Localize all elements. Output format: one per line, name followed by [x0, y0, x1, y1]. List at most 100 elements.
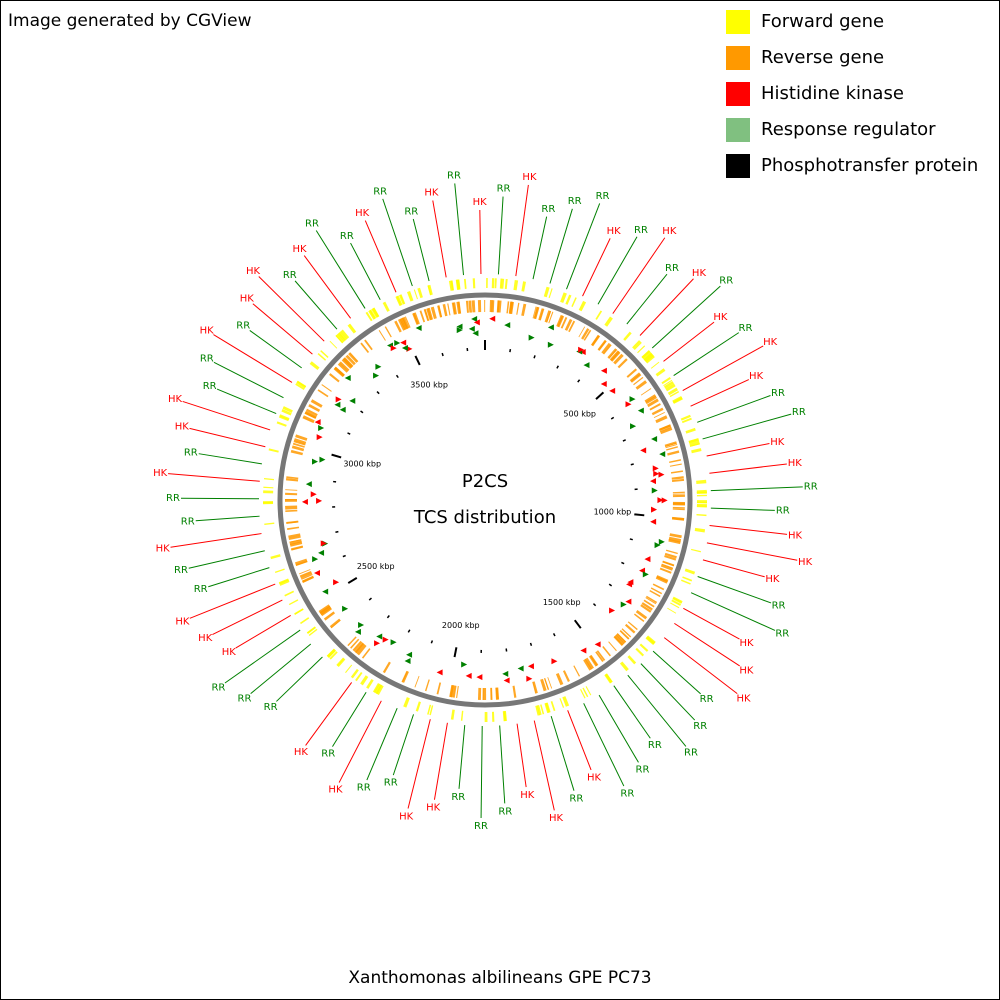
gene [295, 383, 305, 390]
feature-labels: RR RR RR HK HK HK RR RR HK RR RR HK RR HK HK RR RR HK RR HK… [153, 170, 818, 831]
feature-label: HK [328, 785, 343, 796]
gene [365, 311, 373, 322]
gene [680, 579, 691, 585]
tcs-marker [312, 556, 319, 563]
gene [472, 278, 476, 289]
gene [655, 368, 666, 377]
tick-mark [592, 603, 597, 607]
gene [338, 331, 348, 341]
gene [477, 300, 482, 313]
feature-label: RR [665, 263, 679, 274]
gene [603, 344, 612, 355]
gene [668, 539, 681, 545]
gene [663, 379, 673, 387]
leader-line [189, 583, 276, 619]
gene [671, 599, 682, 606]
tick-mark [414, 355, 421, 366]
feature-label: HK [426, 803, 441, 814]
gene [671, 478, 685, 482]
gene [672, 502, 685, 505]
gene [647, 398, 659, 408]
gene [296, 380, 307, 389]
gene [289, 541, 303, 547]
gene [667, 607, 677, 614]
gene [294, 558, 308, 565]
gene [635, 380, 648, 390]
tcs-marker [390, 345, 397, 352]
gene [329, 373, 340, 383]
gene [414, 675, 420, 688]
gene [318, 604, 330, 613]
gene [291, 445, 305, 452]
tcs-marker [642, 571, 649, 578]
gene [582, 687, 589, 698]
gene [608, 641, 617, 652]
tick-mark [608, 583, 613, 587]
gene [571, 297, 577, 307]
leader-line [294, 280, 338, 330]
gene [580, 688, 586, 699]
gene [589, 654, 599, 666]
gene [287, 526, 300, 530]
gene [330, 619, 341, 629]
leader-line [582, 238, 611, 297]
gene [349, 323, 357, 333]
gene [669, 463, 682, 467]
leader-line [583, 703, 625, 787]
feature-label: RR [648, 740, 662, 751]
legend-swatch [726, 46, 750, 70]
gene [350, 638, 360, 649]
gene [337, 362, 349, 373]
gene [509, 301, 514, 314]
gene [450, 709, 455, 720]
tcs-marker [320, 540, 327, 547]
gene [437, 305, 443, 318]
tcs-marker [436, 669, 443, 676]
tcs-marker [600, 367, 607, 374]
gene [672, 396, 683, 404]
gene [360, 675, 369, 686]
feature-label: HK [168, 394, 183, 405]
tcs-marker [335, 396, 342, 403]
gene [378, 330, 386, 341]
gene [299, 569, 311, 575]
gene [662, 560, 675, 567]
leader-line [709, 463, 787, 474]
gene [682, 576, 693, 582]
gene [548, 311, 554, 324]
gene [596, 650, 606, 661]
gene [400, 317, 409, 330]
gene [688, 438, 699, 444]
tick-mark [342, 554, 346, 558]
leader-line [454, 183, 465, 276]
tcs-marker [651, 487, 658, 494]
gene [545, 702, 551, 713]
tcs-marker [316, 434, 323, 441]
tcs-marker [310, 491, 317, 498]
gene [535, 705, 541, 716]
feature-label: HK [713, 312, 728, 323]
gene [633, 376, 644, 386]
gene [665, 549, 678, 555]
feature-label: HK [246, 266, 261, 277]
tcs-marker [456, 323, 463, 330]
gene [659, 567, 672, 574]
tcs-marker [316, 497, 323, 504]
gene [649, 589, 661, 598]
gene [562, 696, 570, 707]
gene [696, 479, 707, 485]
leader-line [433, 722, 448, 800]
leader-line [407, 719, 431, 809]
leader-line [683, 607, 740, 640]
tcs-marker [629, 396, 636, 403]
tcs-marker [526, 675, 533, 682]
gene [565, 294, 572, 305]
kbp-label: 500 kbp [563, 409, 596, 418]
gene [419, 310, 426, 323]
feature-label: RR [447, 170, 461, 181]
gene [263, 490, 274, 494]
feature-label: RR [620, 788, 634, 799]
tcs-marker [625, 401, 632, 408]
gene [427, 704, 432, 715]
leader-line [276, 656, 323, 702]
